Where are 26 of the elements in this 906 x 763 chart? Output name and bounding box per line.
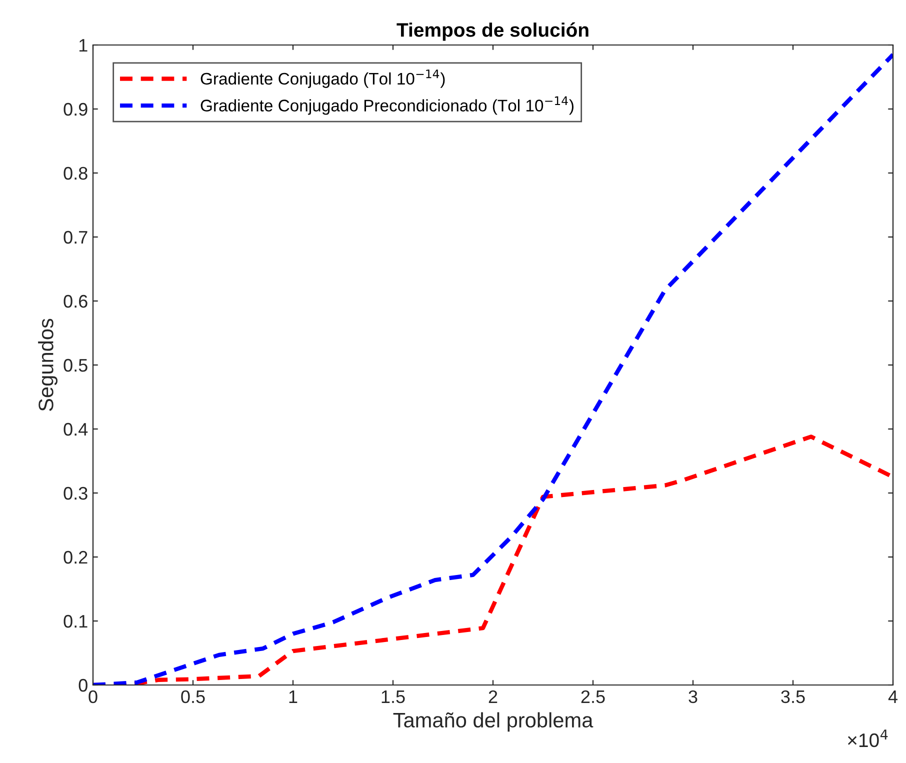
y-tick-label: 0.4: [64, 422, 88, 436]
chart-title: Tiempos de solución: [396, 22, 588, 41]
y-tick-label: 0.9: [64, 102, 88, 116]
x-tick-label: 4: [888, 690, 898, 703]
y-tick-label: 0.7: [64, 230, 88, 244]
legend-label: Gradiente Conjugado Precondicionado (Tol 10$^{−14}$): [200, 96, 574, 115]
x-tick-label: 0: [88, 690, 98, 704]
legend-label: Gradiente Conjugado (Tol 10$^{−14}$): [200, 70, 445, 88]
y-tick-label: 0.3: [64, 486, 88, 500]
x-axis-title: Tamaño del problema: [393, 712, 594, 732]
text: ×10$^{4}$: [848, 730, 888, 748]
y-tick-label: 1: [79, 39, 88, 52]
y-tick-label: 0.6: [64, 294, 88, 308]
y-axis-title: Segundos: [38, 318, 58, 411]
x-tick-label: 2.5: [581, 690, 605, 704]
x-tick-label: 3: [688, 690, 698, 704]
y-tick-label: 0.5: [64, 358, 88, 372]
y-tick-label: 0: [78, 678, 88, 692]
x-tick-label: 2: [488, 690, 498, 703]
x-tick-label: 0.5: [181, 690, 205, 704]
x-tick-label: 1: [289, 690, 298, 703]
x-tick-label: 1.5: [382, 690, 405, 704]
y-tick-label: 0.2: [64, 550, 88, 564]
y-tick-label: 0.1: [64, 614, 88, 628]
x-tick-label: 3.5: [781, 690, 805, 704]
y-tick-label: 0.8: [64, 166, 88, 180]
